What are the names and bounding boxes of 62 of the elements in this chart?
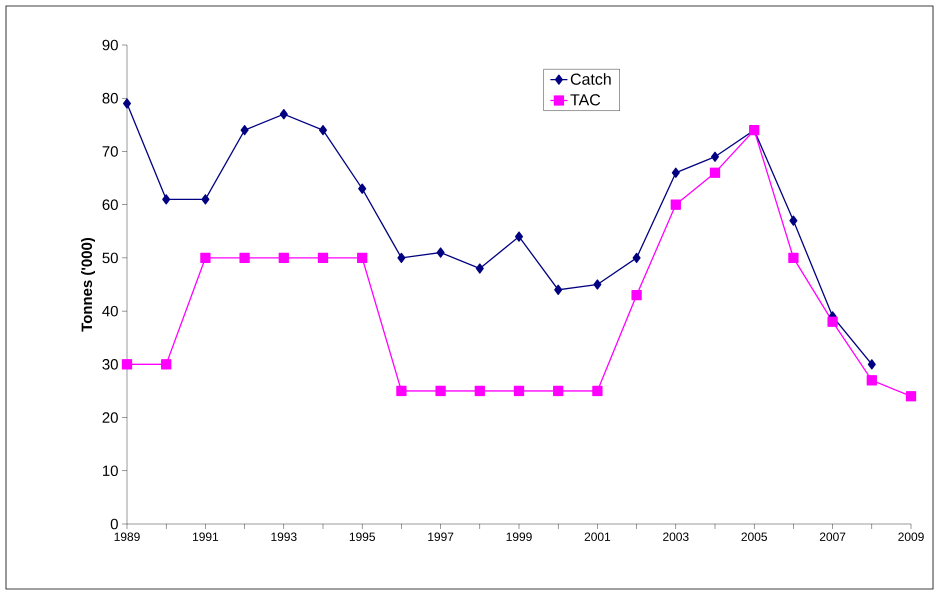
x-tick-label: 2005 <box>742 532 767 541</box>
point <box>358 184 366 194</box>
point <box>788 252 799 264</box>
point <box>318 125 328 136</box>
y-tick-label: 40 <box>102 306 118 316</box>
y-tick-label: 10 <box>103 465 118 476</box>
point <box>240 125 249 136</box>
point <box>710 152 720 162</box>
y-tick-label: 90 <box>102 40 118 50</box>
point <box>435 386 446 396</box>
y-tick-label: 30 <box>102 359 118 370</box>
point <box>710 168 720 178</box>
point <box>827 316 838 327</box>
point <box>200 252 211 264</box>
point <box>789 215 798 226</box>
point <box>592 386 603 396</box>
point <box>239 252 250 264</box>
y-tick-label: 20 <box>102 412 118 423</box>
point <box>593 279 602 290</box>
point <box>161 359 172 370</box>
point <box>514 386 524 396</box>
point <box>278 252 289 264</box>
point <box>554 284 562 295</box>
x-tick-label: 2001 <box>584 532 610 541</box>
point <box>514 231 524 242</box>
point <box>396 386 407 396</box>
point <box>868 359 876 370</box>
y-axis-title: Tonnes ('000) <box>81 238 96 332</box>
point <box>162 194 170 204</box>
x-tick-label: 1995 <box>350 532 375 541</box>
point <box>672 168 680 178</box>
x-tick-label: 2009 <box>898 532 924 541</box>
point <box>201 194 210 204</box>
x-tick-label: 1991 <box>193 532 218 541</box>
point <box>670 200 681 210</box>
y-tick-label: 0 <box>110 518 118 530</box>
point <box>553 386 564 396</box>
point <box>318 252 328 264</box>
point <box>906 391 916 402</box>
point <box>632 252 641 264</box>
point <box>474 386 485 396</box>
y-tick-label: 70 <box>102 146 118 157</box>
legend-label: Catch <box>570 73 611 85</box>
x-tick-label: 1993 <box>271 532 297 541</box>
x-tick-label: 2003 <box>663 532 689 541</box>
point <box>476 263 484 274</box>
point <box>866 375 877 386</box>
x-tick-label: 2007 <box>820 532 846 541</box>
y-tick-label: 80 <box>102 92 118 104</box>
y-tick-label: 60 <box>102 199 118 210</box>
point <box>122 98 132 109</box>
point <box>397 252 406 264</box>
point <box>122 359 132 370</box>
point <box>436 247 445 258</box>
y-tick-label: 50 <box>102 252 118 264</box>
point <box>357 252 368 264</box>
x-tick-label: 1989 <box>114 532 140 541</box>
point <box>631 290 642 300</box>
x-tick-label: 1997 <box>428 532 454 541</box>
legend-label: TAC <box>570 94 600 106</box>
point <box>280 109 288 120</box>
x-tick-label: 1999 <box>506 532 532 541</box>
